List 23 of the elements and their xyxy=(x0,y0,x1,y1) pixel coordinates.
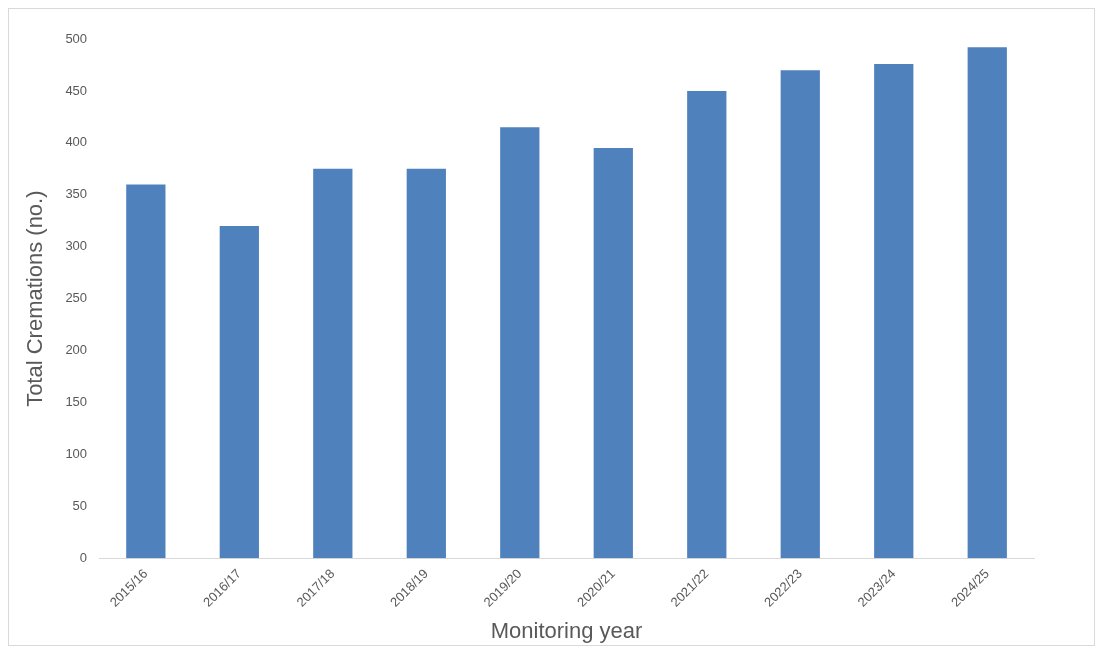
y-axis-title: Total Cremations (no.) xyxy=(22,190,48,407)
bar xyxy=(874,63,914,559)
y-tick-label: 400 xyxy=(65,134,88,150)
y-tick-label: 250 xyxy=(65,290,88,306)
bar xyxy=(500,127,540,559)
bar xyxy=(219,225,259,559)
y-tick-label: 300 xyxy=(65,238,88,254)
bar xyxy=(967,47,1007,559)
y-tick-label: 100 xyxy=(65,446,88,462)
y-tick-label: 50 xyxy=(72,497,88,513)
y-tick-label: 150 xyxy=(65,394,88,410)
bar xyxy=(687,90,727,559)
x-axis-title: Monitoring year xyxy=(490,617,643,643)
bar xyxy=(593,148,633,559)
y-tick-label: 200 xyxy=(65,342,88,358)
y-tick-label: 450 xyxy=(65,82,88,98)
bar xyxy=(406,168,446,559)
y-tick-label: 500 xyxy=(65,30,88,46)
bar xyxy=(780,70,820,559)
y-tick-label: 350 xyxy=(65,186,88,202)
y-tick-label: 0 xyxy=(79,549,88,565)
bar xyxy=(126,184,166,559)
bar xyxy=(313,168,353,559)
